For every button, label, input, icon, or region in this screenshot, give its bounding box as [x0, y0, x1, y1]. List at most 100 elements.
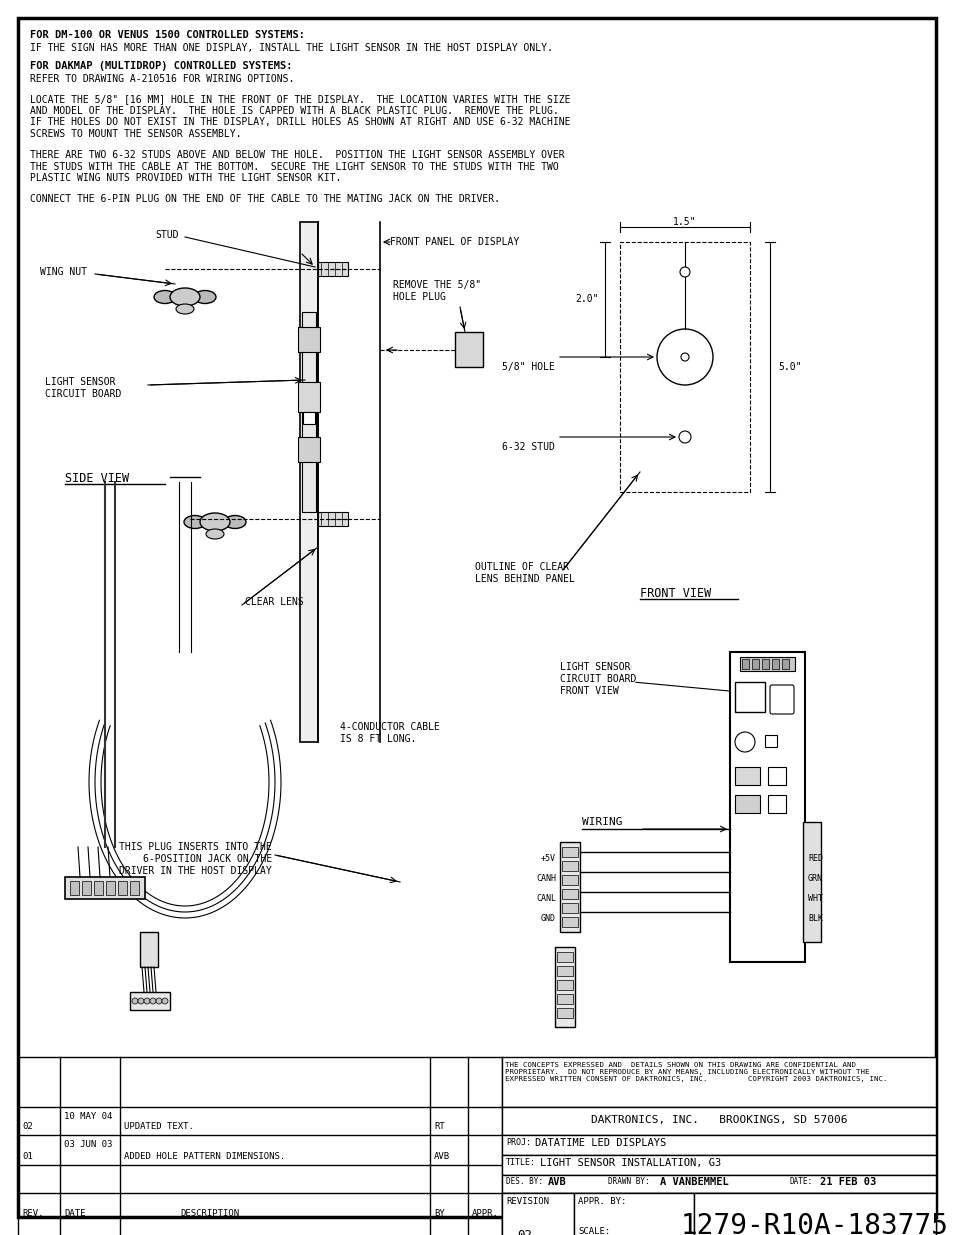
Text: +5V: +5V: [540, 853, 556, 863]
FancyBboxPatch shape: [769, 685, 793, 714]
Text: 02: 02: [517, 1229, 532, 1235]
Text: IF THE SIGN HAS MORE THAN ONE DISPLAY, INSTALL THE LIGHT SENSOR IN THE HOST DISP: IF THE SIGN HAS MORE THAN ONE DISPLAY, I…: [30, 43, 553, 53]
Bar: [561, 876, 578, 885]
Bar: [557, 966, 573, 976]
Bar: [297, 327, 319, 352]
Bar: [82, 881, 91, 895]
Text: IS 8 FT LONG.: IS 8 FT LONG.: [339, 734, 416, 743]
Bar: [317, 262, 348, 275]
Bar: [297, 437, 319, 462]
Text: LIGHT SENSOR: LIGHT SENSOR: [559, 662, 630, 672]
Ellipse shape: [206, 529, 224, 538]
Text: RED: RED: [807, 853, 822, 863]
Text: DATE:: DATE:: [789, 1177, 812, 1186]
Circle shape: [156, 998, 162, 1004]
Text: BLK: BLK: [807, 914, 822, 923]
Text: REFER TO DRAWING A-210516 FOR WIRING OPTIONS.: REFER TO DRAWING A-210516 FOR WIRING OPT…: [30, 74, 294, 84]
Text: AVB: AVB: [547, 1177, 566, 1187]
Circle shape: [162, 998, 168, 1004]
Bar: [751, 659, 759, 669]
Circle shape: [657, 329, 712, 385]
Circle shape: [132, 998, 138, 1004]
Text: WIRING: WIRING: [581, 818, 622, 827]
Ellipse shape: [184, 515, 206, 529]
Text: DESCRIPTION: DESCRIPTION: [180, 1209, 239, 1218]
Bar: [501, 1193, 935, 1235]
Text: 1279-R10A-183775: 1279-R10A-183775: [680, 1212, 948, 1235]
Text: 6-32 STUD: 6-32 STUD: [501, 442, 555, 452]
Ellipse shape: [200, 513, 230, 531]
Text: DRIVER IN THE HOST DISPLAY: DRIVER IN THE HOST DISPLAY: [119, 866, 272, 876]
Bar: [140, 932, 158, 967]
Text: CLEAR LENS: CLEAR LENS: [245, 597, 303, 606]
Text: DATE: DATE: [64, 1209, 86, 1218]
Text: LIGHT SENSOR INSTALLATION, G3: LIGHT SENSOR INSTALLATION, G3: [539, 1158, 720, 1168]
Text: DATATIME LED DISPLAYS: DATATIME LED DISPLAYS: [535, 1137, 665, 1149]
Text: CANL: CANL: [536, 894, 556, 903]
Text: 2.0": 2.0": [575, 294, 598, 304]
Text: DAKTRONICS, INC.   BROOKINGS, SD 57006: DAKTRONICS, INC. BROOKINGS, SD 57006: [590, 1115, 846, 1125]
Text: PROJ:: PROJ:: [505, 1137, 531, 1147]
Text: WING NUT: WING NUT: [40, 267, 87, 277]
Bar: [130, 881, 139, 895]
Bar: [619, 242, 749, 492]
Text: CIRCUIT BOARD: CIRCUIT BOARD: [45, 389, 121, 399]
Text: DRAWN BY:: DRAWN BY:: [607, 1177, 649, 1186]
Text: STUD: STUD: [154, 230, 178, 240]
Text: APPR. BY:: APPR. BY:: [578, 1197, 626, 1207]
Bar: [781, 659, 788, 669]
Text: GRN: GRN: [807, 874, 822, 883]
Bar: [561, 847, 578, 857]
Bar: [557, 952, 573, 962]
Bar: [574, 1193, 693, 1235]
Text: THERE ARE TWO 6-32 STUDS ABOVE AND BELOW THE HOLE.  POSITION THE LIGHT SENSOR AS: THERE ARE TWO 6-32 STUDS ABOVE AND BELOW…: [30, 149, 564, 183]
Bar: [501, 1174, 935, 1193]
Bar: [771, 659, 779, 669]
Bar: [130, 992, 170, 1010]
Text: FOR DAKMAP (MULTIDROP) CONTROLLED SYSTEMS:: FOR DAKMAP (MULTIDROP) CONTROLLED SYSTEM…: [30, 61, 293, 70]
Text: OUTLINE OF CLEAR: OUTLINE OF CLEAR: [475, 562, 568, 572]
Text: THE CONCEPTS EXPRESSED AND  DETAILS SHOWN ON THIS DRAWING ARE CONFIDENTIAL AND
P: THE CONCEPTS EXPRESSED AND DETAILS SHOWN…: [504, 1062, 886, 1082]
Text: 01: 01: [22, 1152, 32, 1161]
Text: A VANBEMMEL: A VANBEMMEL: [659, 1177, 728, 1187]
Text: 21 FEB 03: 21 FEB 03: [820, 1177, 876, 1187]
Text: AVB: AVB: [434, 1152, 450, 1161]
Text: WHT: WHT: [807, 894, 822, 903]
Bar: [455, 332, 482, 367]
Text: RT: RT: [434, 1123, 444, 1131]
Bar: [767, 795, 785, 813]
Text: LOCATE THE 5/8" [16 MM] HOLE IN THE FRONT OF THE DISPLAY.  THE LOCATION VARIES W: LOCATE THE 5/8" [16 MM] HOLE IN THE FRON…: [30, 94, 570, 138]
Bar: [761, 659, 768, 669]
Bar: [557, 994, 573, 1004]
Ellipse shape: [175, 304, 193, 314]
Text: UPDATED TEXT.: UPDATED TEXT.: [124, 1123, 193, 1131]
Bar: [501, 1135, 935, 1155]
Circle shape: [734, 732, 754, 752]
Bar: [557, 1008, 573, 1018]
Bar: [734, 795, 760, 813]
Circle shape: [680, 353, 688, 361]
Bar: [302, 312, 315, 513]
Ellipse shape: [224, 515, 246, 529]
Text: SIDE VIEW: SIDE VIEW: [65, 472, 129, 485]
Bar: [802, 823, 821, 942]
Bar: [729, 652, 804, 962]
Text: APPR.: APPR.: [472, 1209, 498, 1218]
Bar: [741, 659, 748, 669]
Text: 1.5": 1.5": [673, 217, 696, 227]
Bar: [94, 881, 103, 895]
Bar: [106, 881, 115, 895]
Bar: [561, 861, 578, 871]
Ellipse shape: [153, 290, 175, 304]
Bar: [764, 735, 776, 747]
Bar: [740, 657, 794, 671]
Bar: [118, 881, 127, 895]
Text: ADDED HOLE PATTERN DIMENSIONS.: ADDED HOLE PATTERN DIMENSIONS.: [124, 1152, 285, 1161]
Bar: [501, 1057, 935, 1107]
Text: BY: BY: [434, 1209, 444, 1218]
Bar: [734, 767, 760, 785]
Text: DES. BY:: DES. BY:: [505, 1177, 542, 1186]
Text: LIGHT SENSOR: LIGHT SENSOR: [45, 377, 115, 387]
Bar: [555, 947, 575, 1028]
Text: CONNECT THE 6-PIN PLUG ON THE END OF THE CABLE TO THE MATING JACK ON THE DRIVER.: CONNECT THE 6-PIN PLUG ON THE END OF THE…: [30, 194, 499, 204]
